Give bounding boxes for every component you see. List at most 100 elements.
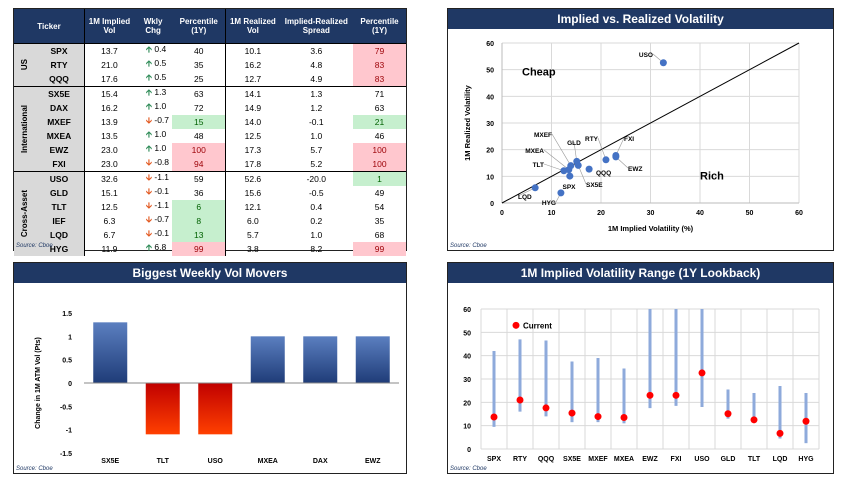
x-tick-label: GLD <box>721 456 736 463</box>
bar <box>198 383 233 435</box>
y-tick-label: 50 <box>463 330 471 337</box>
current-marker <box>594 413 602 421</box>
y-tick-label: 10 <box>486 174 494 181</box>
weekly-change-value: -1.1 <box>154 200 170 210</box>
data-point <box>560 167 568 175</box>
ticker: FXI <box>34 157 85 172</box>
weekly-change: 🡫 -1.1 <box>134 200 172 214</box>
arrow-up-icon: 🡩 <box>145 58 152 68</box>
chart-title: 1M Implied Volatility Range (1Y Lookback… <box>448 263 833 283</box>
arrow-down-icon: 🡫 <box>145 228 152 238</box>
implied-vol: 16.2 <box>83 101 134 115</box>
x-tick-label: USO <box>208 458 224 465</box>
y-tick-label: 40 <box>486 94 494 101</box>
implied-percentile: 48 <box>194 131 204 141</box>
spread: 1.2 <box>310 103 323 113</box>
implied-vol: 21.0 <box>83 58 134 72</box>
ticker: EWZ <box>34 143 85 157</box>
implied-percentile: 35 <box>194 60 204 70</box>
point-label: USO <box>639 52 653 59</box>
x-axis-label: 1M Implied Volatility (%) <box>608 224 694 233</box>
realized-vol: 12.5 <box>225 129 280 143</box>
implied-percentile: 36 <box>194 188 204 198</box>
vol-table: Ticker 1M Implied Vol Wkly Chg Percentile (… <box>14 9 406 256</box>
current-marker <box>542 404 550 412</box>
range-chart: 0 10 20 30 40 50 60 SPX RTY QQQ SX5E MXEF MXEA EWZ FXI… <box>463 307 820 463</box>
realized-vol: 10.1 <box>225 43 280 58</box>
ticker: DAX <box>34 101 85 115</box>
y-tick-label: 20 <box>463 400 471 407</box>
x-tick-label: MXEF <box>588 456 608 463</box>
current-marker <box>750 416 758 424</box>
ticker: SPX <box>34 43 85 58</box>
x-tick-label: SX5E <box>563 456 581 463</box>
current-marker <box>516 396 524 404</box>
y-axis-label: 1M Realized Volatility <box>463 84 472 161</box>
x-tick-label: 0 <box>500 210 504 217</box>
arrow-down-icon: 🡫 <box>145 200 152 210</box>
y-tick-label: 0 <box>490 201 494 208</box>
implied-vol: 15.4 <box>83 86 134 101</box>
realized-vol: 52.6 <box>225 171 280 186</box>
x-tick-label: LQD <box>773 456 788 463</box>
x-tick-label: FXI <box>671 456 682 463</box>
spread: 8.2 <box>310 244 323 254</box>
point-label: RTY <box>585 136 599 143</box>
ticker: GLD <box>34 186 85 200</box>
scatter-chart: 0 10 20 30 40 50 60 0 10 20 30 40 50 60 Cheap Rich 1M Im… <box>463 41 803 233</box>
y-tick-label: 20 <box>486 148 494 155</box>
current-marker <box>802 417 810 425</box>
spread: 5.7 <box>310 145 323 155</box>
table-row: TLT 12.5 🡫 -1.1 6 12.1 0.4 54 <box>14 200 406 214</box>
weekly-change-value: -0.1 <box>154 186 170 196</box>
point-label: HYG <box>542 200 556 207</box>
weekly-change-value: 0.5 <box>154 58 167 68</box>
ticker: QQQ <box>34 72 85 87</box>
chart-title: Biggest Weekly Vol Movers <box>14 263 406 283</box>
table-row: HYG 11.9 🡩 6.8 99 3.8 8.2 99 <box>14 242 406 256</box>
realized-percentile: 54 <box>374 202 385 212</box>
x-tick-label: 20 <box>597 210 605 217</box>
x-tick-label: MXEA <box>614 456 634 463</box>
realized-vol: 14.0 <box>225 115 280 129</box>
spread: 3.6 <box>279 43 354 58</box>
legend-label: Current <box>523 321 552 330</box>
realized-percentile: 99 <box>353 242 406 256</box>
table-row: Cross-Asset USO 32.6 🡫 -1.1 59 52.6 -20.0… <box>14 171 406 256</box>
implied-percentile: 40 <box>172 43 226 58</box>
arrow-down-icon: 🡫 <box>145 157 152 167</box>
arrow-up-icon: 🡩 <box>145 72 152 82</box>
column-header: Wkly Chg <box>133 9 173 44</box>
spread: 1.0 <box>310 230 323 240</box>
implied-vol: 12.5 <box>83 200 134 214</box>
leader-line <box>543 149 570 170</box>
scatter-panel: Implied vs. Realized Volatility 0 10 20 30 4… <box>447 8 834 251</box>
point-label: LQD <box>518 194 532 201</box>
weekly-change-value: 0.5 <box>154 72 167 82</box>
spread: 0.2 <box>310 216 323 226</box>
implied-percentile: 59 <box>172 171 226 186</box>
implied-percentile: 94 <box>172 157 226 172</box>
weekly-change: 🡫 -0.7 <box>134 214 172 228</box>
realized-percentile: 63 <box>374 103 385 113</box>
table-row: EWZ 23.0 🡩 1.0 100 17.3 5.7 100 <box>14 143 406 157</box>
ticker: TLT <box>34 200 85 214</box>
x-tick-label: MXEA <box>258 458 278 465</box>
arrow-down-icon: 🡫 <box>145 115 152 125</box>
arrow-down-icon: 🡫 <box>145 172 152 182</box>
ticker: IEF <box>34 214 85 228</box>
point-label: MXEA <box>525 148 544 155</box>
realized-vol: 14.9 <box>225 101 280 115</box>
implied-vol: 13.5 <box>83 129 134 143</box>
weekly-change: 🡫 -0.8 <box>134 157 172 172</box>
bar-panel: Biggest Weekly Vol Movers 1.5 1 0.5 0 -0.5 -1… <box>13 262 407 474</box>
realized-vol: 12.1 <box>225 200 280 214</box>
point-label: MXEF <box>534 132 552 139</box>
point-label: EWZ <box>628 166 642 173</box>
x-tick-label: USO <box>694 456 710 463</box>
current-marker <box>672 391 680 399</box>
annotation-cheap: Cheap <box>522 67 556 79</box>
implied-percentile: 25 <box>194 74 204 84</box>
point-label: SPX <box>562 184 576 191</box>
realized-vol: 3.8 <box>225 242 280 256</box>
